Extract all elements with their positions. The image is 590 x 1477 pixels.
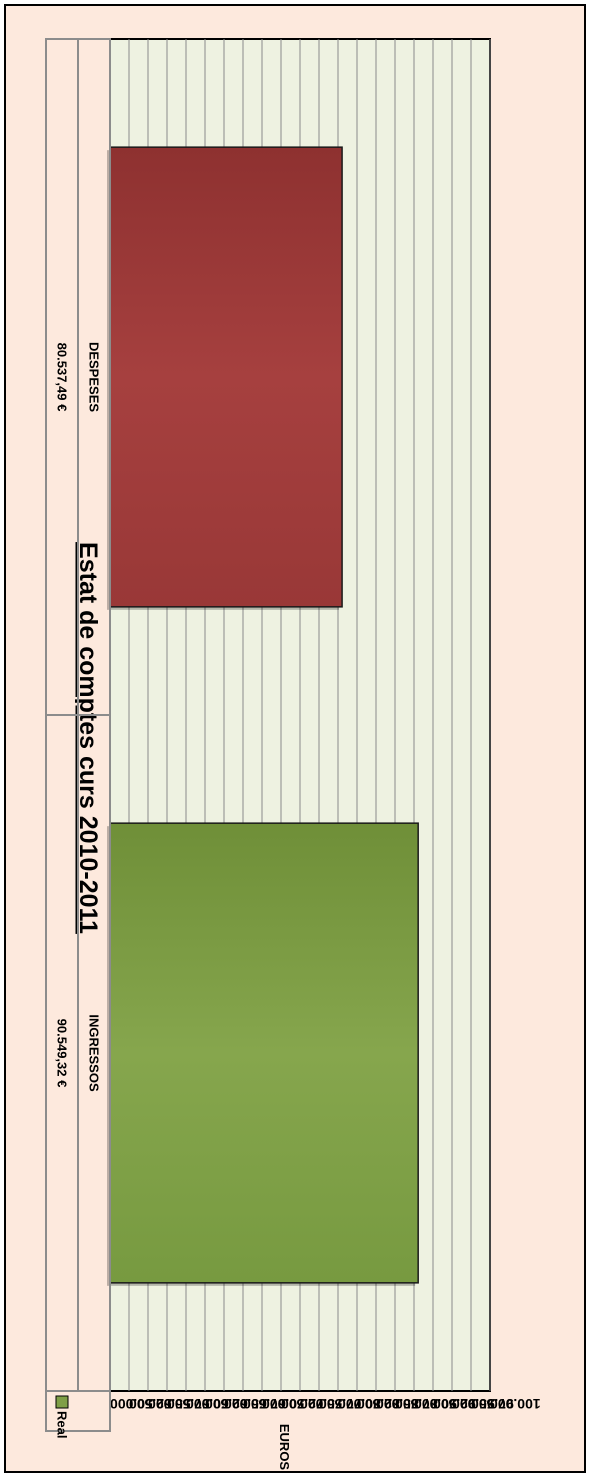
y-tick-label: 100.000	[490, 1396, 541, 1412]
y-tick-label: 50.000	[110, 1396, 153, 1412]
legend-label: Real	[55, 1411, 70, 1438]
data-table: INGRESSOS 90.549,32 € DESPESES 80.537,49 € R…	[45, 38, 111, 1438]
y-tick-label: 95.000	[452, 1396, 495, 1412]
legend-swatch	[55, 1395, 69, 1409]
y-tick-label: 55.000	[148, 1396, 191, 1412]
bar-despeses	[109, 146, 343, 608]
y-axis-ticks: 100.00097.50095.00092.50090.00087.50085.…	[110, 1396, 541, 1412]
y-tick-label: 87.500	[395, 1396, 438, 1412]
y-tick-label: 62.500	[205, 1396, 248, 1412]
y-tick-label: 77.500	[319, 1396, 362, 1412]
y-tick-label: 65.000	[224, 1396, 267, 1412]
y-axis-label: EUROS	[277, 1424, 292, 1471]
y-tick-label: 82.500	[357, 1396, 400, 1412]
bar-ingressos	[109, 822, 419, 1284]
y-tick-label: 75.000	[300, 1396, 343, 1412]
y-tick-label: 97.500	[471, 1396, 514, 1412]
y-tick-label: 67.500	[243, 1396, 286, 1412]
y-tick-label: 85.000	[376, 1396, 419, 1412]
category-label: DESPESES	[87, 342, 102, 412]
y-tick-label: 52.500	[129, 1396, 172, 1412]
y-tick-label: 72.500	[281, 1396, 324, 1412]
y-tick-label: 60.000	[186, 1396, 229, 1412]
y-tick-label: 57.500	[167, 1396, 210, 1412]
rotated-chart: Estat de comptes curs 2010-2011 100.0009…	[45, 38, 541, 1471]
y-tick-label: 92.500	[433, 1396, 476, 1412]
data-label: 90.549,32 €	[55, 1019, 70, 1088]
data-label: 80.537,49 €	[55, 343, 70, 412]
y-tick-label: 90.000	[414, 1396, 457, 1412]
bars	[107, 146, 419, 1286]
y-tick-label: 80.000	[338, 1396, 381, 1412]
category-label: INGRESSOS	[87, 1014, 102, 1092]
y-tick-label: 70.000	[262, 1396, 305, 1412]
